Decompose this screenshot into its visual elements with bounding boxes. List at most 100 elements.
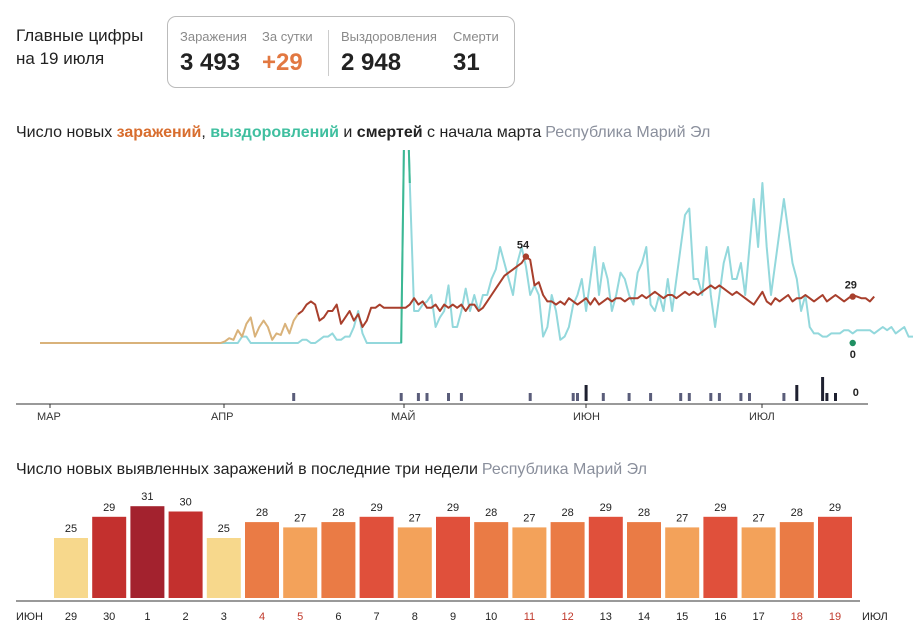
stats-divider [328, 30, 329, 76]
bar-category-label: 30 [103, 611, 115, 623]
death-bar [795, 385, 799, 401]
death-bar [717, 393, 721, 401]
bar [474, 522, 509, 598]
death-bar [292, 393, 296, 401]
bar [436, 516, 470, 598]
death-bar [825, 393, 829, 401]
bar-value-label: 28 [638, 507, 650, 519]
recoveries-peak-segment [400, 150, 411, 344]
death-bar [687, 393, 691, 401]
annotation-dot [849, 339, 856, 347]
bar-value-label: 29 [447, 502, 459, 514]
death-bar [576, 393, 579, 401]
bar-value-label: 28 [256, 507, 268, 519]
bar [206, 538, 241, 598]
title-deaths: смертей [356, 124, 423, 141]
annotation-label: 0 [850, 349, 856, 361]
stat-value: +29 [262, 49, 303, 76]
headline-line1: Главные цифры [16, 26, 144, 45]
death-bar [649, 393, 653, 401]
title-infections: заражений [116, 124, 202, 141]
bar-category-label: 10 [485, 611, 497, 623]
line-chart-title: Число новых заражений, выздоровлений и с… [16, 124, 710, 142]
month-label-right: ИЮЛ [862, 611, 888, 623]
bar [397, 527, 432, 598]
bar-value-label: 28 [561, 507, 573, 519]
stat-label: Смерти [453, 29, 499, 44]
stat-daily: За сутки +29 [262, 29, 313, 77]
bar-value-label: 29 [714, 502, 726, 514]
bar-category-label: 14 [638, 611, 650, 623]
bar-category-label: 12 [561, 611, 573, 623]
infections-line-early [40, 313, 299, 344]
death-bar [571, 393, 575, 401]
stat-label: За сутки [262, 29, 313, 44]
bar [283, 527, 318, 598]
x-tick-label: АПР [211, 411, 233, 423]
headline: Главные цифры на 19 июля [16, 24, 143, 70]
bar [245, 522, 279, 598]
bar-category-label: 29 [65, 611, 77, 623]
bar-category-label: 7 [374, 611, 380, 623]
stat-value: 3 493 [180, 49, 241, 76]
bar [627, 522, 661, 598]
bar [359, 516, 394, 598]
death-bar [748, 393, 751, 401]
bar-value-label: 28 [485, 507, 497, 519]
bar [588, 516, 623, 598]
bar-chart-title: Число новых выявленных заражений в после… [16, 461, 647, 479]
bar-category-label: 4 [259, 611, 265, 623]
bar-value-label: 30 [179, 497, 191, 509]
annotation-dot [522, 253, 530, 260]
death-bar [834, 393, 837, 401]
death-bar [782, 393, 786, 401]
bar-value-label: 27 [752, 512, 764, 524]
x-tick-label: МАЙ [391, 410, 415, 423]
bar [665, 527, 700, 598]
bar [703, 516, 738, 598]
bar [92, 516, 127, 598]
bar [550, 522, 585, 598]
bar-category-label: 3 [221, 611, 227, 623]
bar-value-label: 31 [141, 491, 153, 503]
bar [321, 522, 356, 598]
bar-value-label: 29 [829, 502, 841, 514]
death-bar [679, 393, 683, 401]
death-bar [627, 393, 631, 401]
bar [512, 527, 547, 598]
stat-deaths: Смерти 31 [453, 29, 499, 77]
death-bar [447, 393, 450, 401]
stat-label: Выздоровления [341, 29, 437, 44]
x-tick-label: МАР [37, 411, 61, 423]
month-label-left: ИЮН [16, 611, 43, 623]
bar [779, 522, 814, 598]
bar-category-label: 15 [676, 611, 688, 623]
x-tick-label: ИЮН [573, 411, 600, 423]
title-part: , [201, 124, 211, 141]
bar-value-label: 27 [676, 512, 688, 524]
death-bar [399, 393, 403, 401]
bar-category-label: 2 [183, 611, 189, 623]
bar-category-label: 6 [335, 611, 341, 623]
infections-line [297, 255, 875, 328]
title-part: Число новых [16, 124, 117, 141]
bar-value-label: 29 [600, 502, 612, 514]
bar-value-label: 25 [65, 523, 77, 535]
headline-date: на 19 июля [16, 49, 105, 68]
bar [54, 538, 88, 598]
annotation-dot [849, 293, 856, 300]
bar-value-label: 25 [218, 523, 230, 535]
stat-infections: Заражения 3 493 [180, 29, 247, 77]
death-bar [459, 393, 463, 401]
death-bar [425, 393, 429, 401]
bar-chart: 25 29 29 30 31 1 30 2 25 3 28 4 27 5 28 6 29 7 27 8 29 9 28 10 2… [16, 491, 888, 623]
bar [168, 511, 203, 598]
bar-category-label: 18 [791, 611, 803, 623]
bar-value-label: 29 [103, 502, 115, 514]
stat-label: Заражения [180, 29, 247, 44]
bar-category-label: 17 [752, 611, 764, 623]
bar-category-label: 1 [144, 611, 150, 623]
x-tick-label: ИЮЛ [749, 411, 775, 423]
bar-category-label: 11 [524, 611, 535, 623]
bar-category-label: 19 [829, 611, 841, 623]
